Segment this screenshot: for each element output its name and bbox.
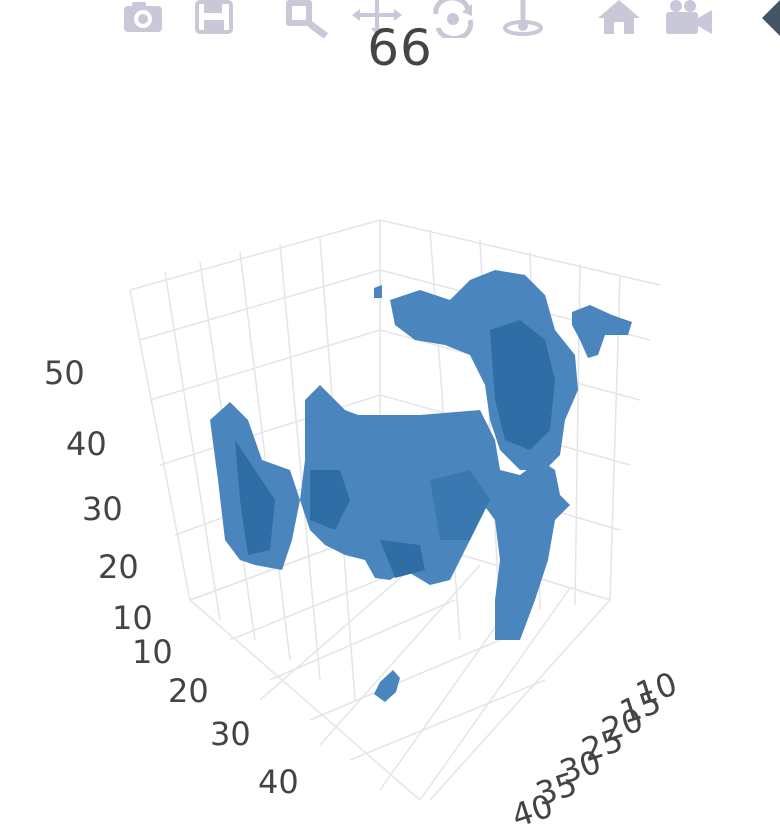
voxel-blob-right: [572, 305, 632, 358]
z-tick-label: 50: [44, 354, 85, 392]
z-tick-label: 10: [112, 599, 153, 637]
plotly-logo-icon[interactable]: [758, 0, 780, 38]
camera-view-icon[interactable]: [662, 0, 712, 38]
voxel-blob-speck: [374, 285, 382, 298]
plot-title: 66: [367, 19, 433, 77]
home-icon[interactable]: [594, 0, 644, 38]
x-tick-label: 30: [210, 715, 251, 753]
voxel-shade-top: [490, 320, 555, 450]
voxel-shade-center-2: [430, 470, 490, 540]
camera-icon[interactable]: [118, 0, 168, 38]
orbit-rotation-icon[interactable]: [428, 0, 478, 38]
voxel-shade-center-3: [380, 540, 425, 578]
zoom-icon[interactable]: [282, 0, 332, 38]
x-tick-label: 20: [168, 672, 209, 710]
voxel-blob-floor: [374, 670, 400, 702]
x-tick-label: 40: [258, 763, 299, 801]
z-tick-label: 40: [66, 425, 107, 463]
voxel-shade-left: [235, 440, 275, 555]
x-tick-label: 10: [132, 633, 173, 671]
pan-icon[interactable]: [352, 0, 402, 38]
turntable-rotation-icon[interactable]: [498, 0, 548, 38]
voxel-shade-center-1: [310, 470, 350, 530]
save-icon[interactable]: [190, 0, 240, 38]
modebar: [0, 0, 780, 38]
voxel-blob-center: [300, 385, 570, 640]
isosurface-voxels: [210, 270, 632, 702]
z-tick-label: 30: [82, 490, 123, 528]
z-tick-label: 20: [98, 548, 139, 586]
